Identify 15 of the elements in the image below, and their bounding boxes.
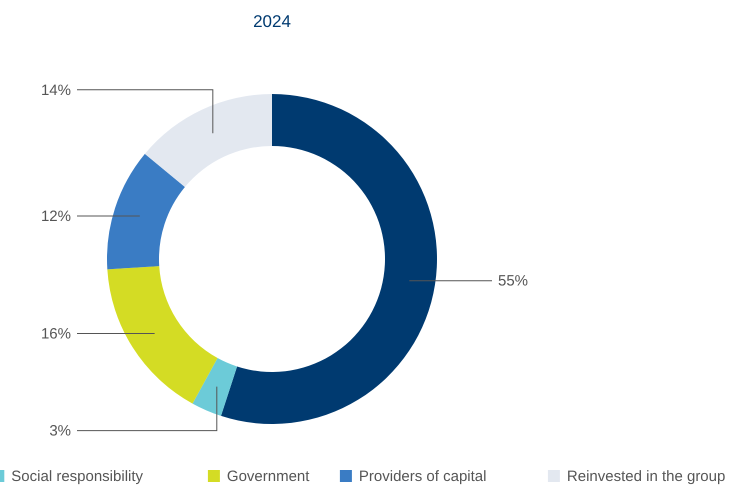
donut-slice bbox=[144, 94, 272, 187]
data-label: 3% bbox=[49, 422, 71, 440]
data-label: 12% bbox=[40, 208, 71, 226]
legend-label: Government bbox=[226, 468, 310, 485]
legend-label: Reinvested in the group bbox=[566, 468, 726, 485]
data-label: 16% bbox=[40, 325, 71, 342]
donut-slice bbox=[221, 94, 437, 424]
chart-title: 2024 bbox=[253, 12, 291, 31]
data-label: 55% bbox=[498, 272, 528, 290]
data-label: 14% bbox=[40, 82, 71, 99]
legend-label: Providers of capital bbox=[358, 468, 486, 485]
donut-slice bbox=[107, 154, 185, 270]
legend-label: Social responsibility bbox=[11, 468, 144, 485]
donut-slice bbox=[192, 358, 238, 416]
donut-slice bbox=[107, 266, 218, 404]
